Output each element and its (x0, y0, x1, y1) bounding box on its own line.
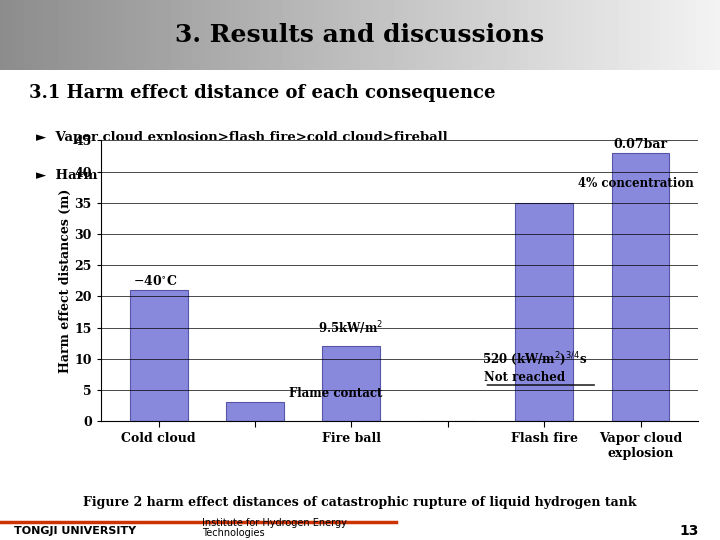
Text: Technologies: Technologies (202, 528, 264, 538)
Bar (516, 203, 573, 421)
Bar (226, 402, 284, 421)
Text: 4% concentration: 4% concentration (578, 177, 693, 190)
Text: 3.1 Harm effect distance of each consequence: 3.1 Harm effect distance of each consequ… (29, 84, 495, 102)
Text: 9.5kW/m$^2$: 9.5kW/m$^2$ (318, 319, 383, 337)
Bar (612, 153, 670, 421)
Text: TONGJI UNIVERSITY: TONGJI UNIVERSITY (14, 525, 137, 536)
Text: 0.07bar: 0.07bar (613, 138, 667, 151)
Text: Not reached: Not reached (485, 371, 565, 384)
Text: $-$40$^{\circ}$C: $-$40$^{\circ}$C (132, 274, 178, 288)
Text: 520 (kW/m$^2$)$^{3/4}$s: 520 (kW/m$^2$)$^{3/4}$s (482, 350, 587, 368)
Text: Institute for Hydrogen Energy: Institute for Hydrogen Energy (202, 518, 346, 528)
Text: Flame contact: Flame contact (289, 387, 382, 400)
Y-axis label: Harm effect distances (m): Harm effect distances (m) (58, 188, 71, 373)
Text: 13: 13 (679, 524, 698, 538)
Text: 3. Results and discussions: 3. Results and discussions (176, 23, 544, 47)
Bar (130, 290, 187, 421)
Text: ►  Harm effect from the heat radiation of the fireball may be neglected: ► Harm effect from the heat radiation of… (36, 169, 562, 182)
Text: ►  Vapor cloud explosion>flash fire>cold cloud>fireball: ► Vapor cloud explosion>flash fire>cold … (36, 131, 448, 144)
Bar (323, 346, 380, 421)
Text: Figure 2 harm effect distances of catastrophic rupture of liquid hydrogen tank: Figure 2 harm effect distances of catast… (84, 496, 636, 509)
